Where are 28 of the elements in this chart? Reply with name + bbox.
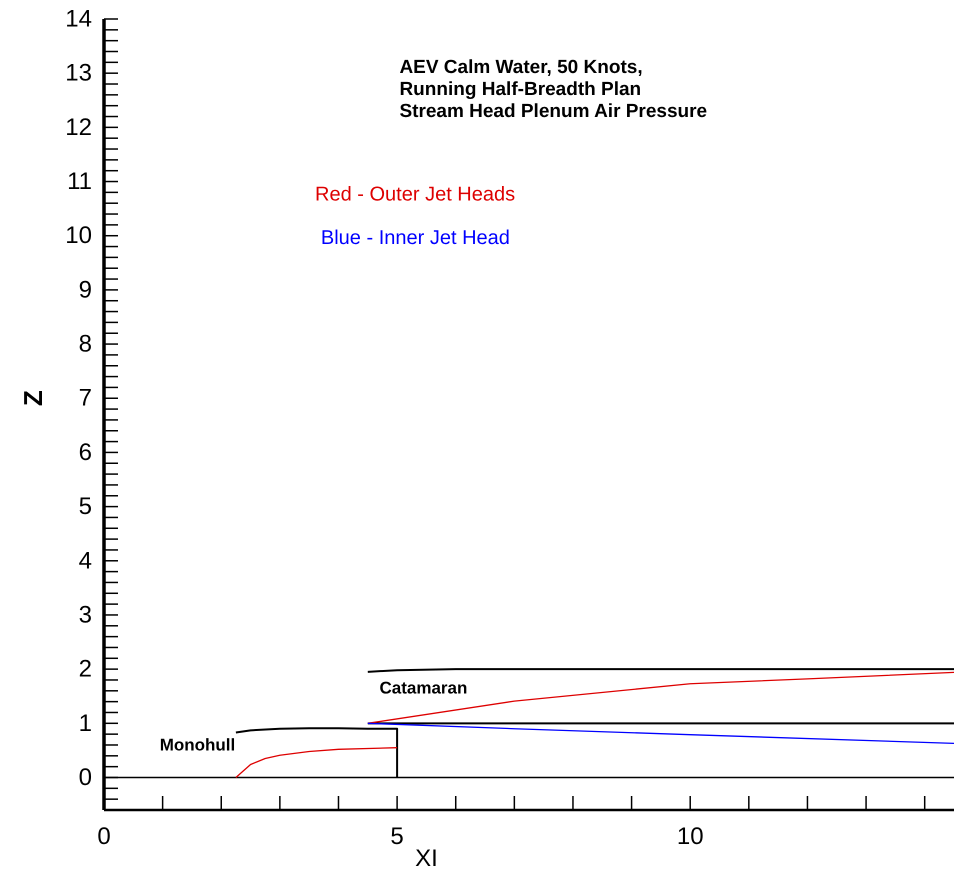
y-tick-label: 14 [65, 6, 92, 32]
text: AEV Calm Water, 50 Knots, Running Half-Breadth Plan Stream Head Plenum Air Pressure [399, 57, 708, 122]
text: Blue - Inner Jet Head [320, 226, 510, 249]
y-tick-label: 2 [78, 656, 92, 683]
y-tick-label: 10 [65, 222, 92, 250]
x-tick-label: 10 [676, 823, 704, 850]
x-tick-label: 0 [97, 823, 111, 850]
y-tick-label: 13 [65, 60, 92, 87]
y-tick-label: 3 [78, 601, 92, 628]
y-tick-label: 9 [78, 276, 92, 304]
x-tick-label: 5 [390, 823, 404, 850]
line-series [235, 747, 398, 778]
y-tick-label: 11 [67, 168, 92, 196]
y-axis-title: Z [18, 390, 48, 406]
y-tick-label: 0 [78, 764, 92, 791]
series-label: Monohull [160, 735, 236, 754]
x-axis-title: XI [415, 845, 438, 872]
text: Red - Outer Jet Heads [315, 183, 516, 206]
line-series [367, 722, 954, 744]
y-tick-label: 6 [78, 438, 92, 466]
y-tick-label: 4 [78, 547, 92, 574]
y-tick-label: 1 [78, 710, 92, 737]
line-series [367, 672, 954, 724]
y-tick-label: 7 [78, 384, 92, 412]
series-label: Catamaran [380, 678, 468, 698]
y-tick-label: 8 [78, 330, 92, 358]
y-tick-label: 12 [65, 114, 92, 141]
y-tick-label: 5 [78, 493, 92, 520]
